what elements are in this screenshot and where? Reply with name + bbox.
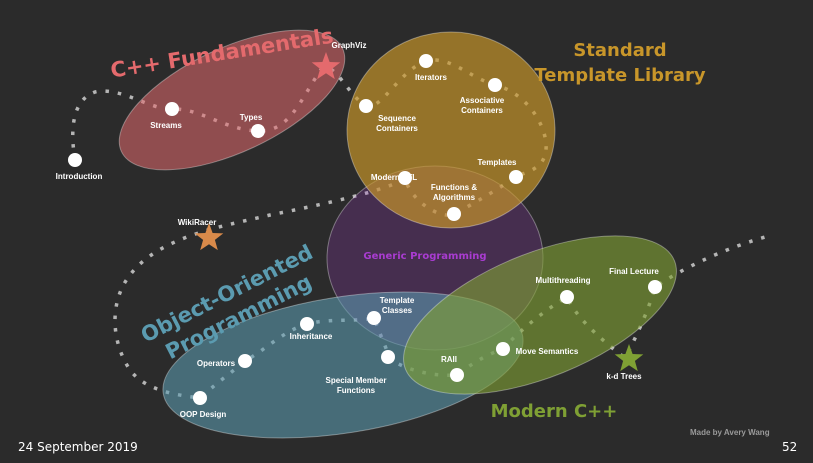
topic-node-dot — [419, 54, 433, 68]
topic-label: Templates — [478, 158, 518, 167]
topic-node-dot — [398, 171, 412, 185]
topic-raii: RAII — [441, 355, 464, 382]
topic-label: Final Lecture — [609, 267, 659, 276]
topic-node-dot — [300, 317, 314, 331]
topic-multithreading: Multithreading — [535, 276, 591, 304]
topic-final-lecture: Final Lecture — [609, 267, 662, 294]
topic-label: Inheritance — [290, 332, 333, 341]
assignment-label: k-d Trees — [606, 372, 642, 381]
region-label-stl: Standard Template Library — [534, 40, 706, 86]
topic-node-dot — [488, 78, 502, 92]
topic-iterators: Iterators — [415, 54, 448, 82]
topic-label: OOP Design — [180, 410, 227, 419]
topic-regions — [118, 29, 677, 439]
topic-operators: Operators — [197, 354, 252, 368]
assignment-wikiracer: WikiRacer — [178, 218, 224, 251]
topic-label: Iterators — [415, 73, 448, 82]
topic-node-dot — [68, 153, 82, 167]
topic-types: Types — [240, 113, 265, 138]
topic-label: Types — [240, 113, 263, 122]
topic-modern-stl: Modern STL — [371, 171, 417, 185]
assignment-label: WikiRacer — [178, 218, 217, 227]
topic-node-dot — [447, 207, 461, 221]
topic-node-dot — [450, 368, 464, 382]
topic-label: Streams — [150, 121, 182, 130]
topic-node-dot — [496, 342, 510, 356]
topic-node-dot — [251, 124, 265, 138]
topic-label: Sequence Containers — [376, 114, 418, 133]
assignment-stars: GraphViz WikiRacer k-d Trees — [178, 41, 644, 381]
region-label-modern-cpp: Modern C++ — [491, 401, 618, 422]
topic-node-dot — [359, 99, 373, 113]
topic-introduction: Introduction — [56, 153, 103, 181]
region-modern-cpp — [403, 235, 677, 395]
topic-node-dot — [560, 290, 574, 304]
topic-node-dot — [193, 391, 207, 405]
star-icon — [311, 52, 341, 80]
topic-label: Move Semantics — [516, 347, 579, 356]
topic-label: RAII — [441, 355, 457, 364]
topic-label: Introduction — [56, 172, 103, 181]
topic-templates: Templates — [478, 158, 523, 184]
topic-node-dot — [648, 280, 662, 294]
author-credit: Made by Avery Wang — [690, 428, 770, 437]
star-icon — [194, 223, 224, 251]
topic-node-dot — [238, 354, 252, 368]
region-cpp-fundamentals — [118, 29, 346, 171]
topic-functions-algorithms: Functions & Algorithms — [431, 183, 477, 221]
topic-node-dot — [509, 170, 523, 184]
topic-label: Functions & Algorithms — [431, 183, 477, 202]
assignment-graphviz: GraphViz — [311, 41, 367, 80]
footer-date: 24 September 2019 — [18, 440, 138, 454]
topic-inheritance: Inheritance — [290, 317, 333, 341]
topic-node-dot — [381, 350, 395, 364]
region-label-generic-programming: Generic Programming — [363, 251, 486, 262]
topic-label: Operators — [197, 359, 236, 368]
topic-streams: Streams — [150, 102, 182, 130]
topic-oop-design: OOP Design — [180, 391, 227, 419]
topic-label: Associative Containers — [460, 96, 505, 115]
topic-special-member-functions: Special Member Functions — [326, 350, 395, 395]
topic-move-semantics: Move Semantics — [496, 342, 579, 356]
page-number: 52 — [782, 440, 798, 454]
topic-label: Multithreading — [535, 276, 590, 285]
topic-associative-containers: Associative Containers — [460, 78, 505, 115]
topic-label: Modern STL — [371, 173, 417, 182]
topic-node-dot — [367, 311, 381, 325]
star-icon — [614, 344, 644, 372]
topic-label: Special Member Functions — [326, 376, 387, 395]
topic-template-classes: Template Classes — [367, 296, 415, 325]
topic-sequence-containers: Sequence Containers — [359, 99, 418, 133]
assignment-kd-trees: k-d Trees — [606, 344, 644, 381]
topic-nodes: Introduction Streams Types Sequence Containe… — [56, 54, 662, 419]
assignment-label: GraphViz — [332, 41, 367, 50]
topic-node-dot — [165, 102, 179, 116]
topic-label: Template Classes — [380, 296, 415, 315]
